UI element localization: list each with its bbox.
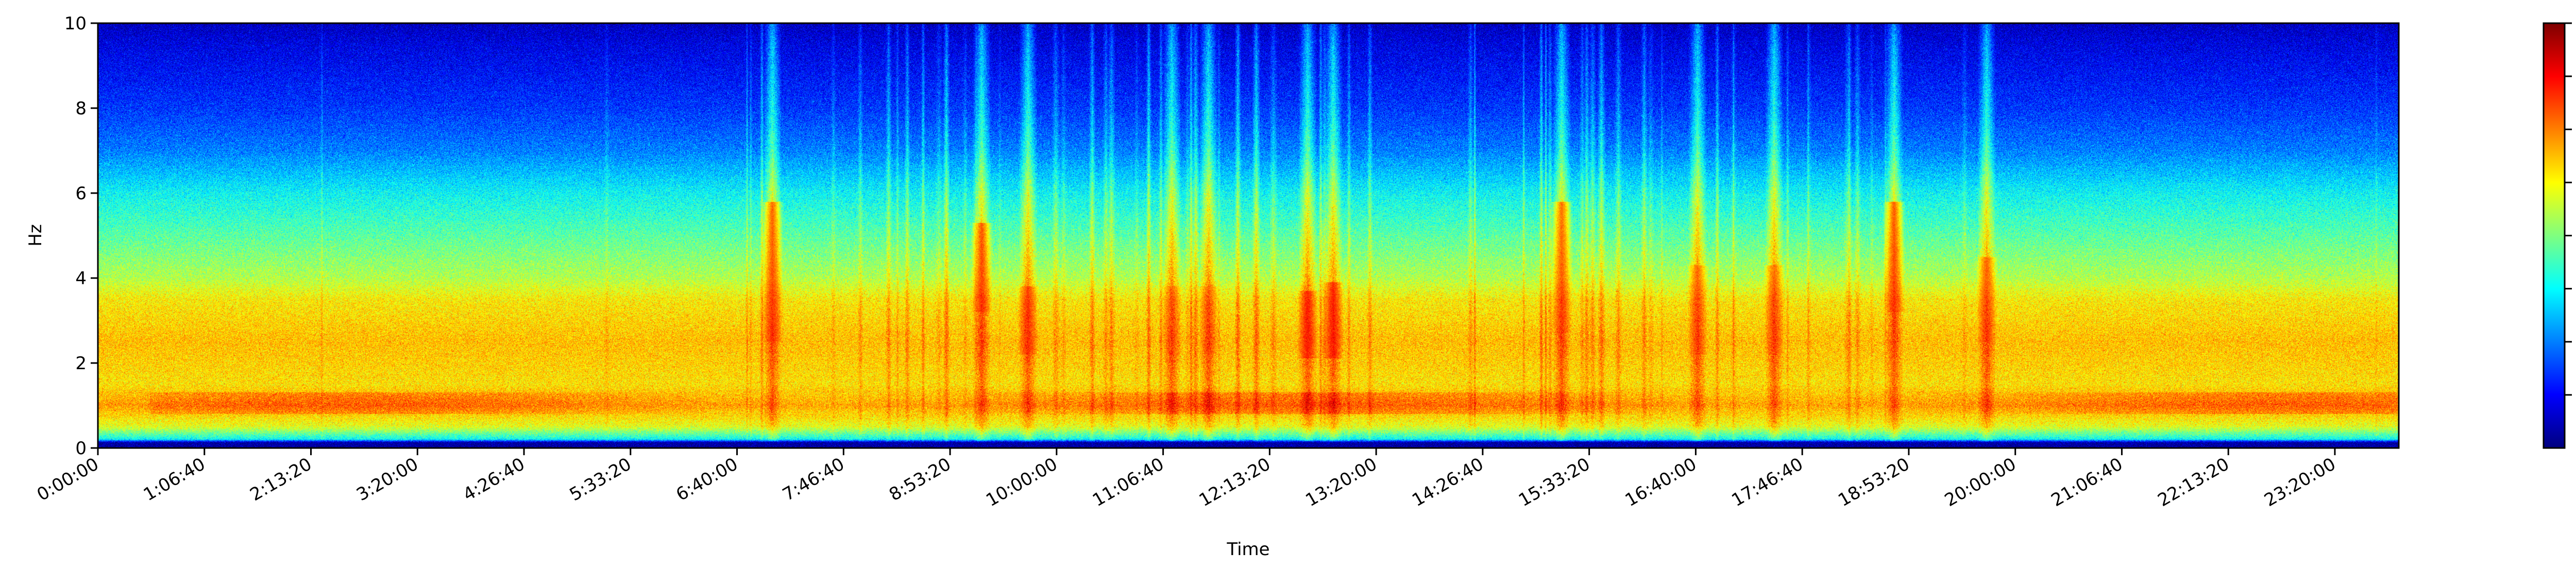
y-tick-label: 4	[75, 268, 87, 289]
colorbar-gradient	[2544, 23, 2565, 448]
x-tick-label: 14:26:40	[1409, 454, 1487, 511]
y-tick-label: 10	[64, 13, 87, 34]
y-tick-label: 6	[75, 183, 87, 204]
y-axis-label: Hz	[25, 224, 46, 246]
y-tick-label: 8	[75, 98, 87, 119]
x-tick-label: 3:20:00	[353, 454, 422, 505]
x-tick-label: 13:20:00	[1302, 454, 1380, 511]
x-tick-label: 17:46:40	[1728, 454, 1806, 511]
x-tick-label: 1:06:40	[140, 454, 209, 505]
x-tick-label: 2:13:20	[247, 454, 316, 505]
x-axis-label: Time	[1226, 539, 1269, 560]
x-tick-label: 22:13:20	[2154, 454, 2232, 511]
x-tick-label: 5:33:20	[566, 454, 635, 505]
y-tick-label: 0	[75, 438, 87, 459]
x-tick-label: 15:33:20	[1515, 454, 1594, 511]
spectrogram-image	[98, 23, 2399, 448]
x-axis: 0:00:00 1:06:40 2:13:20 3:20:00 4:26:40 5:33:…	[33, 448, 2339, 511]
x-tick-label: 0:00:00	[33, 454, 103, 505]
x-tick-label: 4:26:40	[460, 454, 529, 505]
colorbar-axis: +0 dB-10 dB-20 dB-30 dB-40 dB-50 dB-60 d…	[2565, 22, 2572, 396]
x-tick-label: 10:00:00	[982, 454, 1061, 511]
x-tick-label: 12:13:20	[1196, 454, 1274, 511]
x-tick-label: 6:40:00	[673, 454, 742, 505]
x-tick-label: 18:53:20	[1835, 454, 1913, 511]
y-axis: 0 2 4 6 8 10	[64, 13, 98, 459]
x-tick-label: 11:06:40	[1089, 454, 1167, 511]
x-tick-label: 7:46:40	[779, 454, 848, 505]
y-tick-label: 2	[75, 353, 87, 374]
x-tick-label: 20:00:00	[1941, 454, 2020, 511]
x-tick-label: 8:53:20	[886, 454, 955, 505]
x-tick-label: 21:06:40	[2048, 454, 2126, 511]
plot-frame	[97, 22, 2400, 449]
x-tick-label: 23:20:00	[2261, 454, 2339, 511]
x-tick-label: 16:40:00	[1622, 454, 1700, 511]
colorbar-frame	[2543, 22, 2566, 449]
